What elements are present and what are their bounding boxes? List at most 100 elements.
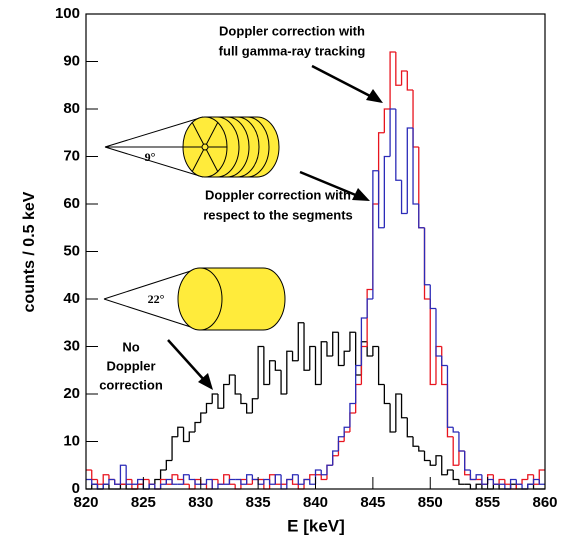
histogram-bin	[452, 436, 459, 466]
histogram-bin	[515, 484, 523, 490]
histogram-bin	[309, 345, 316, 371]
histogram-bin	[429, 299, 436, 386]
histogram-bin	[148, 483, 155, 489]
histogram-bin	[188, 431, 196, 442]
histogram-bin	[458, 450, 465, 466]
histogram-bin	[469, 474, 477, 481]
histogram-bin	[240, 394, 247, 405]
y-tick-label: 40	[63, 290, 80, 307]
histogram-bin	[303, 322, 310, 371]
histogram-bin	[532, 484, 540, 490]
histogram-bin	[234, 375, 241, 395]
x-axis-label: E [keV]	[287, 516, 345, 535]
histogram-bin	[441, 455, 448, 476]
histogram-bin	[429, 284, 436, 310]
histogram-bin	[418, 204, 425, 229]
histogram-bin	[274, 474, 282, 485]
histogram-bin	[171, 436, 178, 461]
histogram-bin	[389, 51, 396, 109]
histogram-bin	[148, 483, 155, 489]
histogram-bin	[251, 398, 259, 413]
histogram-bin	[223, 383, 230, 409]
x-tick-label: 820	[73, 494, 98, 511]
histogram-bin	[326, 464, 333, 480]
histogram-bin	[475, 483, 482, 489]
histogram-bin	[429, 460, 436, 466]
histogram-bin	[452, 470, 459, 481]
histogram-bin	[96, 484, 104, 490]
histogram-bin	[418, 446, 425, 452]
histogram-bin	[291, 479, 299, 485]
histogram-bin	[102, 483, 109, 489]
histogram-bin	[263, 346, 270, 386]
y-tick-label: 70	[63, 147, 80, 164]
annotation: correction	[99, 377, 163, 392]
histogram-bin	[458, 479, 465, 485]
histogram-bin	[481, 484, 488, 490]
histogram-bin	[412, 128, 419, 205]
histogram-bin	[527, 474, 534, 480]
histogram-bin	[406, 417, 414, 438]
histogram-bin	[486, 478, 494, 485]
histogram-bin	[509, 484, 517, 490]
histogram-bin	[159, 469, 167, 480]
histogram-bin	[263, 478, 270, 485]
histogram-bin	[469, 484, 477, 490]
histogram-bin	[286, 478, 293, 489]
histogram-bin	[343, 350, 350, 366]
histogram-bin	[498, 484, 505, 490]
histogram-bin	[200, 479, 207, 485]
histogram-bin	[349, 402, 356, 428]
histogram-bin	[423, 227, 431, 300]
histogram-bin	[108, 474, 115, 481]
unsegmented-detector-drawing	[103, 267, 286, 331]
histogram-bin	[309, 474, 316, 480]
x-tick-label: 840	[303, 494, 328, 511]
histogram-bin	[251, 478, 259, 485]
histogram-bin	[303, 478, 310, 485]
histogram-bin	[377, 170, 385, 229]
histogram-bin	[125, 465, 132, 485]
histogram-bin	[326, 464, 333, 475]
histogram-bin	[246, 403, 253, 414]
histogram-bin	[223, 474, 230, 485]
histogram-bin	[400, 394, 408, 419]
segmented-detector-drawing	[104, 116, 280, 178]
histogram-bin	[515, 483, 523, 489]
x-tick-label: 830	[188, 494, 213, 511]
histogram-bin	[257, 345, 264, 399]
histogram-bin	[211, 478, 218, 489]
histogram-bin	[102, 483, 109, 489]
annotation: respect to the segments	[203, 207, 353, 222]
histogram-bin	[337, 436, 345, 451]
histogram-bin	[372, 170, 379, 299]
x-tick-label: 835	[246, 494, 271, 511]
histogram-bin	[509, 483, 517, 489]
histogram-bin	[320, 474, 327, 481]
histogram-bin	[136, 478, 144, 485]
y-tick-label: 20	[63, 385, 80, 402]
histogram-bin	[268, 479, 276, 485]
histogram-bin	[418, 147, 425, 229]
histogram-bin	[96, 479, 104, 485]
histogram-bin	[96, 484, 104, 490]
histogram-bin	[446, 365, 454, 428]
histogram-bin	[136, 483, 144, 489]
histogram-bin	[360, 345, 368, 385]
histogram-bin	[504, 479, 511, 485]
histogram-bin	[389, 403, 396, 433]
histogram-bin	[435, 308, 442, 357]
histogram-bin	[538, 479, 545, 485]
histogram-bin	[441, 356, 448, 367]
histogram-bin	[509, 478, 517, 489]
annotation: full gamma-ray tracking	[219, 43, 366, 58]
histogram-bin	[274, 360, 282, 371]
histogram-bin	[395, 52, 402, 86]
angle-label: 22°	[148, 292, 165, 306]
histogram-bin	[527, 483, 534, 489]
arrows	[167, 64, 383, 390]
histogram-bin	[257, 479, 264, 485]
histogram-bin	[372, 203, 379, 290]
histogram-bin	[303, 478, 310, 489]
annotation: Doppler correction with	[205, 187, 351, 202]
